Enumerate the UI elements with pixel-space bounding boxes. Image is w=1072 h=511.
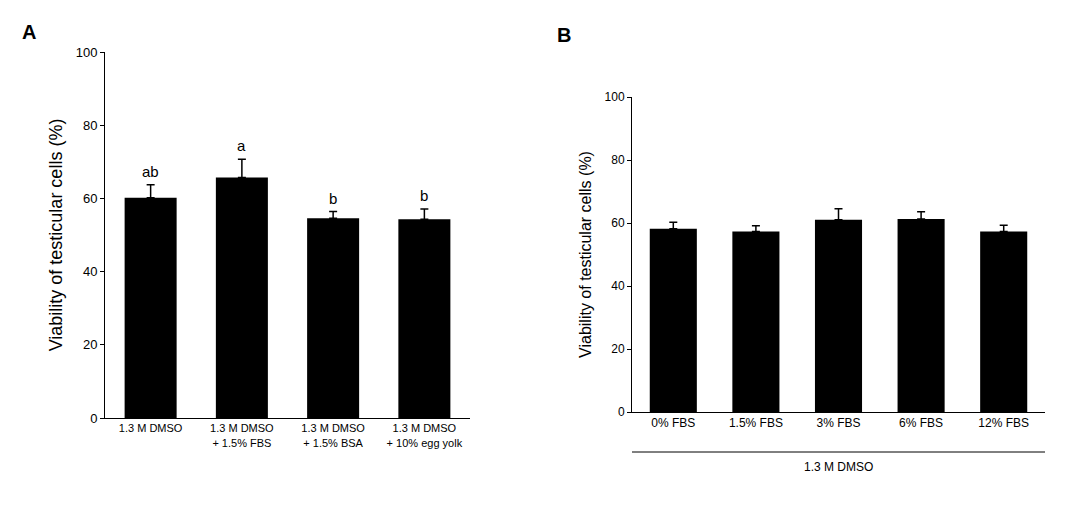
svg-text:0% FBS: 0% FBS	[651, 416, 695, 430]
svg-text:a: a	[237, 137, 246, 154]
svg-text:1.5% FBS: 1.5% FBS	[729, 416, 783, 430]
svg-text:A: A	[22, 21, 36, 43]
svg-text:B: B	[557, 24, 571, 46]
svg-text:80: 80	[83, 118, 97, 133]
svg-text:60: 60	[611, 216, 625, 230]
svg-text:6% FBS: 6% FBS	[899, 416, 943, 430]
svg-text:1.3 M DMSO: 1.3 M DMSO	[119, 422, 183, 434]
svg-text:3% FBS: 3% FBS	[816, 416, 860, 430]
svg-text:Viability of testicular cells: Viability of testicular cells (%)	[46, 119, 66, 352]
svg-text:20: 20	[611, 342, 625, 356]
svg-text:80: 80	[611, 153, 625, 167]
svg-text:60: 60	[83, 191, 97, 206]
svg-text:ab: ab	[142, 163, 159, 180]
svg-text:20: 20	[83, 337, 97, 352]
svg-text:100: 100	[605, 90, 625, 104]
svg-text:100: 100	[76, 45, 98, 60]
svg-text:b: b	[420, 187, 428, 204]
svg-text:b: b	[329, 190, 337, 207]
svg-text:1.3 M DMSO+ 1.5% BSA: 1.3 M DMSO+ 1.5% BSA	[301, 422, 365, 448]
svg-text:40: 40	[611, 279, 625, 293]
svg-text:40: 40	[83, 264, 97, 279]
svg-text:0: 0	[618, 405, 625, 419]
svg-text:1.3 M DMSO: 1.3 M DMSO	[804, 460, 873, 474]
svg-text:1.3 M DMSO+ 10% egg yolk: 1.3 M DMSO+ 10% egg yolk	[387, 422, 463, 448]
svg-text:0: 0	[90, 411, 97, 426]
svg-text:1.3 M DMSO+ 1.5% FBS: 1.3 M DMSO+ 1.5% FBS	[210, 422, 274, 448]
svg-text:12% FBS: 12% FBS	[978, 416, 1029, 430]
svg-text:Viability of testicular cells: Viability of testicular cells (%)	[577, 151, 594, 358]
